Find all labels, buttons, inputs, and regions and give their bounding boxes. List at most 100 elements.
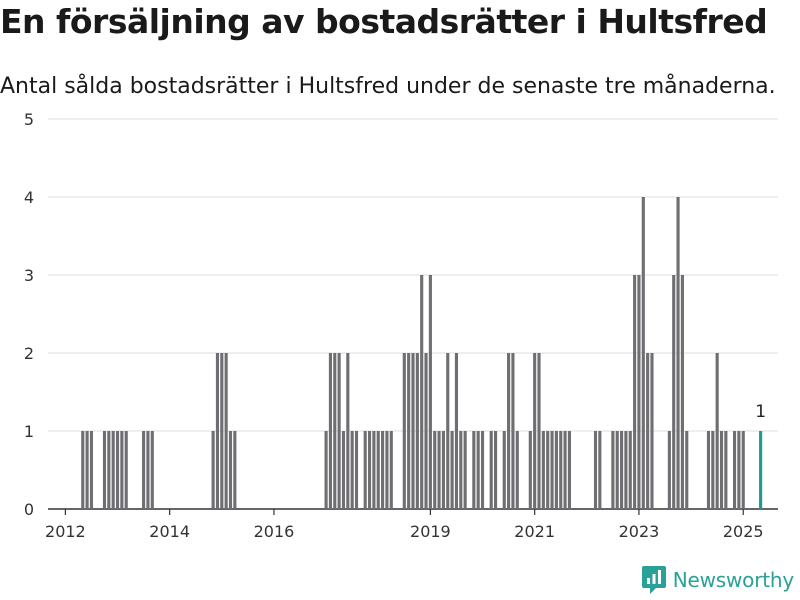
bar [350, 431, 354, 509]
bar [650, 353, 654, 509]
chart-title: En försäljning av bostadsrätter i Hultsf… [0, 2, 768, 41]
bar [637, 275, 641, 509]
bar [672, 275, 676, 509]
data-label: 1 [755, 402, 766, 422]
bar [633, 275, 637, 509]
bar [441, 431, 445, 509]
bar [224, 353, 228, 509]
bar [89, 431, 94, 509]
bar [511, 353, 515, 509]
bar [593, 431, 598, 509]
bar [737, 431, 741, 509]
bar [454, 353, 459, 509]
x-tick-label: 2016 [254, 522, 295, 541]
bar [111, 431, 115, 509]
chart-subtitle: Antal sålda bostadsrätter i Hultsfred un… [0, 74, 776, 99]
bar [559, 431, 563, 509]
bar [732, 431, 737, 509]
bar [420, 275, 424, 509]
bar [120, 431, 124, 509]
bar [450, 431, 454, 509]
bar [146, 431, 150, 509]
bar [102, 431, 107, 509]
bar [459, 431, 463, 509]
bar [620, 431, 624, 509]
bar [424, 353, 428, 509]
bar [333, 353, 337, 509]
x-tick-label: 2025 [723, 522, 764, 541]
bar [541, 431, 545, 509]
y-tick-label: 5 [24, 110, 34, 129]
bar [685, 431, 689, 509]
bar [615, 431, 619, 509]
bar [567, 431, 571, 509]
axes: 0 1 2 3 4 5 1 2012 2014 2016 2019 2021 2023 2025 [24, 110, 766, 541]
bar [641, 197, 645, 509]
bar [381, 431, 385, 509]
bar [628, 431, 632, 509]
bar [124, 431, 128, 509]
bar [550, 431, 554, 509]
bar [667, 431, 671, 509]
newsworthy-logo-icon [641, 566, 666, 594]
bar [389, 431, 393, 509]
bar [428, 275, 432, 509]
bar [115, 431, 120, 509]
bar-highlight [759, 431, 763, 509]
x-tick-label: 2023 [619, 522, 660, 541]
bar [554, 431, 558, 509]
bar [476, 431, 480, 509]
bar [463, 431, 467, 509]
bar [472, 431, 476, 509]
bar [741, 431, 745, 509]
bar [433, 431, 437, 509]
newsworthy-logo[interactable]: Newsworthy [641, 564, 794, 596]
y-tick-label: 2 [24, 344, 34, 363]
bar [142, 431, 146, 509]
bar [528, 431, 532, 509]
y-tick-label: 1 [24, 422, 34, 441]
x-tick-label: 2021 [514, 522, 555, 541]
bar [376, 431, 380, 509]
bar [328, 353, 333, 509]
bar [515, 431, 519, 509]
bar [711, 431, 715, 509]
x-tick-label: 2014 [149, 522, 190, 541]
brand-name: Newsworthy [672, 568, 794, 592]
y-tick-label: 0 [24, 500, 34, 519]
bar [407, 353, 411, 509]
bar [724, 431, 728, 509]
bar [211, 431, 215, 509]
bar [367, 431, 372, 509]
bar [489, 431, 493, 509]
bar [598, 431, 602, 509]
bar [324, 431, 328, 509]
bar [502, 431, 506, 509]
bar [81, 431, 85, 509]
bar [624, 431, 628, 509]
bar [85, 431, 89, 509]
bar [215, 353, 220, 509]
bar [507, 353, 511, 509]
bar [346, 353, 350, 509]
bar [372, 431, 376, 509]
bar [385, 431, 389, 509]
bar [337, 353, 341, 509]
bar [150, 431, 154, 509]
bar-chart: 0 1 2 3 4 5 1 2012 2014 2016 2019 2021 2023 2025 [24, 110, 778, 541]
bar [228, 431, 233, 509]
bar [533, 353, 537, 509]
bar [363, 431, 367, 509]
bar [646, 353, 650, 509]
y-tick-label: 4 [24, 188, 34, 207]
bar [415, 353, 419, 509]
bar [611, 431, 615, 509]
bar [493, 431, 498, 509]
bars [81, 197, 763, 509]
bar [437, 431, 441, 509]
bar [676, 197, 680, 509]
bar [680, 275, 684, 509]
bar [480, 431, 485, 509]
bar [341, 431, 346, 509]
x-tick-label: 2019 [410, 522, 451, 541]
